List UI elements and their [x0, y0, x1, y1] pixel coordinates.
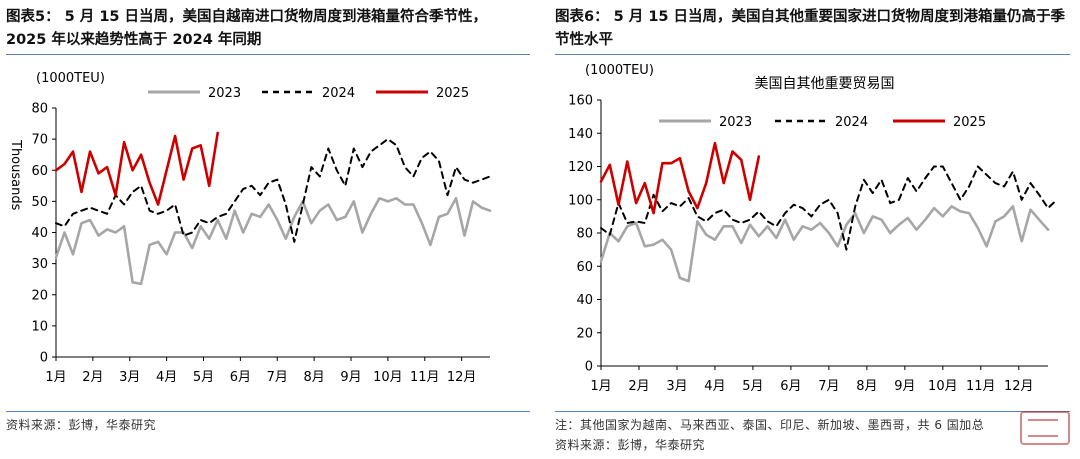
x-tick-label: 10月 — [373, 370, 403, 385]
y-tick-label: 20 — [31, 288, 48, 303]
legend-label-2023: 2023 — [719, 115, 752, 130]
y-tick-label: 120 — [568, 160, 593, 175]
chart-title: 美国自其他重要贸易国 — [755, 76, 895, 92]
legend-label-2024: 2024 — [835, 115, 868, 130]
x-tick-label: 2月 — [82, 370, 103, 385]
legend-label-2025: 2025 — [953, 115, 986, 130]
series-line-2024 — [600, 165, 1058, 251]
right-figure: 图表6： 5 月 15 日当周，美国自其他重要国家进口货物周度到港箱量仍高于季节… — [549, 0, 1080, 459]
x-tick-label: 3月 — [119, 370, 140, 385]
x-tick-label: 2月 — [628, 379, 649, 394]
x-tick-label: 11月 — [410, 370, 440, 385]
y-tick-label: 160 — [568, 94, 593, 109]
series-line-2023 — [599, 205, 1050, 283]
source-note: 资料来源：彭博，华泰研究 — [6, 418, 157, 432]
y-tick-label: 60 — [31, 164, 48, 179]
x-tick-label: 1月 — [590, 379, 611, 394]
y-tick-label: 10 — [31, 319, 48, 334]
x-tick-label: 6月 — [780, 379, 801, 394]
figure-title: 图表5： 5 月 15 日当周，美国自越南进口货物周度到港箱量符合季节性， 20… — [6, 9, 488, 48]
y-tick-label: 40 — [31, 226, 48, 241]
title-rule — [6, 54, 530, 55]
source-note: 资料来源：彭博，华泰研究 — [555, 438, 706, 452]
y-tick-label: 100 — [568, 193, 593, 208]
x-tick-label: 12月 — [1004, 379, 1034, 394]
x-tick-label: 1月 — [45, 370, 66, 385]
vietnam-imports-chart: (1000TEU) Thousands 0 10 20 30 40 50 60 70 80 1月 2月 3… — [8, 71, 492, 385]
x-tick-label: 9月 — [894, 379, 915, 394]
y-tick-label: 140 — [568, 127, 593, 142]
x-tick-label: 7月 — [267, 370, 288, 385]
y-tick-label: 20 — [576, 326, 593, 341]
watermark-logo — [1020, 411, 1070, 445]
legend-label-2025: 2025 — [436, 86, 469, 101]
series-line-2025 — [599, 141, 761, 215]
series-line-2023 — [54, 197, 492, 286]
y-tick-label: 40 — [576, 293, 593, 308]
left-figure: 图表5： 5 月 15 日当周，美国自越南进口货物周度到港箱量符合季节性， 20… — [6, 9, 530, 432]
figure-title: 图表6： 5 月 15 日当周，美国自其他重要国家进口货物周度到港箱量仍高于季节… — [555, 9, 1066, 48]
y-tick-label: 0 — [585, 360, 593, 375]
series-line-2025 — [54, 131, 219, 206]
footnote: 注：其他国家为越南、马来西亚、泰国、印尼、新加坡、墨西哥，共 6 国加总 — [555, 418, 985, 432]
footer-rule — [6, 411, 530, 412]
series-line-2024 — [55, 138, 491, 243]
y-tick-label: 70 — [31, 133, 48, 148]
x-tick-label: 5月 — [742, 379, 763, 394]
legend-label-2023: 2023 — [208, 86, 241, 101]
y-tick-label: 80 — [31, 102, 48, 117]
other-countries-imports-chart: (1000TEU) 美国自其他重要贸易国 0 20 40 60 80 100 120 140 160… — [568, 63, 1058, 394]
x-tick-label: 4月 — [704, 379, 725, 394]
title-rule — [555, 54, 1070, 55]
x-tick-label: 12月 — [447, 370, 477, 385]
unit-label: (1000TEU) — [36, 71, 105, 86]
y-tick-label: 50 — [31, 195, 48, 210]
y-tick-label: 30 — [31, 257, 48, 272]
x-tick-label: 7月 — [818, 379, 839, 394]
footer-rule — [555, 411, 1070, 412]
y-tick-label: 80 — [576, 227, 593, 242]
x-tick-label: 10月 — [928, 379, 958, 394]
x-tick-label: 9月 — [340, 370, 361, 385]
legend-label-2024: 2024 — [322, 86, 355, 101]
y-axis-title: Thousands — [8, 139, 23, 211]
x-tick-label: 8月 — [303, 370, 324, 385]
y-tick-label: 60 — [576, 260, 593, 275]
x-tick-label: 8月 — [856, 379, 877, 394]
x-tick-label: 6月 — [230, 370, 251, 385]
unit-label: (1000TEU) — [585, 63, 654, 78]
x-tick-label: 11月 — [966, 379, 996, 394]
x-tick-label: 5月 — [193, 370, 214, 385]
x-tick-label: 4月 — [156, 370, 177, 385]
y-tick-label: 0 — [40, 351, 48, 366]
x-tick-label: 3月 — [666, 379, 687, 394]
